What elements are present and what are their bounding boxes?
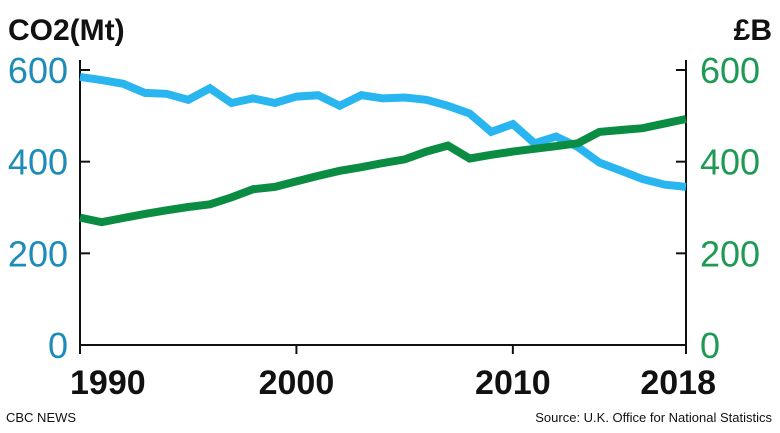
ticks-group: 0 200 400 600 0 200 400 600 1990 2000 2010 2018	[8, 50, 760, 402]
source-credit: Source: U.K. Office for National Statist…	[535, 410, 772, 425]
right-axis-title: £B	[734, 14, 772, 47]
news-credit: CBC NEWS	[6, 410, 77, 425]
right-y-tick-label: 600	[700, 50, 760, 91]
x-tick-label: 1990	[70, 364, 146, 402]
left-axis-title: CO2(Mt)	[8, 14, 125, 47]
series-lines-group	[79, 72, 687, 227]
left-y-tick-label: 0	[48, 325, 68, 366]
x-tick-label: 2000	[259, 364, 335, 402]
axes-group	[79, 60, 687, 346]
right-y-tick-label: 0	[700, 325, 720, 366]
right-y-tick-label: 400	[700, 142, 760, 183]
gdp-line	[79, 115, 687, 227]
co2-emissions-line	[79, 72, 687, 191]
right-y-tick-label: 200	[700, 233, 760, 274]
left-y-tick-label: 600	[8, 50, 68, 91]
left-y-tick-label: 400	[8, 142, 68, 183]
left-y-tick-label: 200	[8, 233, 68, 274]
x-tick-label: 2010	[475, 364, 551, 402]
x-tick-label: 2018	[640, 364, 716, 402]
